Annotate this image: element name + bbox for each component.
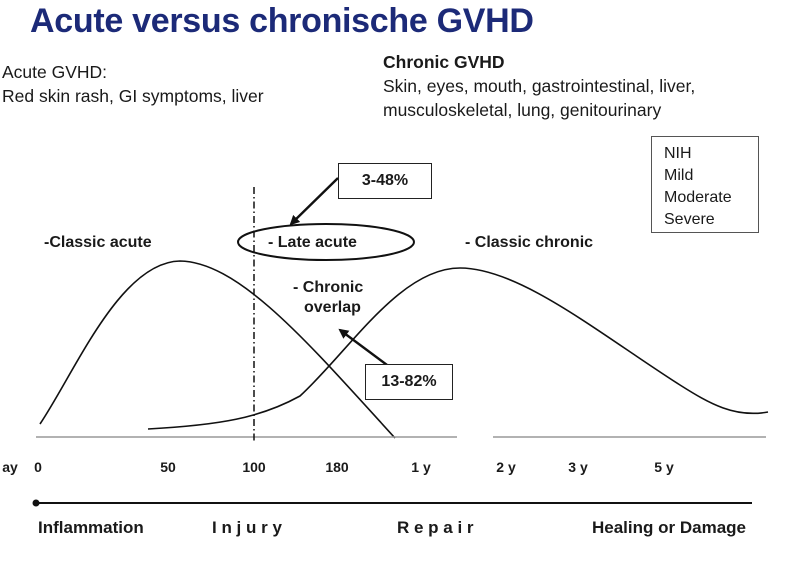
phase-axis-start-dot (32, 499, 40, 507)
classic-chronic-label: - Classic chronic (465, 234, 594, 251)
timeline-tick: 3 y (568, 459, 588, 475)
nih-grading-item: Moderate (664, 189, 732, 206)
timeline-tick: 50 (160, 459, 176, 475)
timeline-tick: 0 (34, 459, 42, 475)
acute-gvhd-heading: Acute GVHD: (2, 62, 108, 82)
chronic-gvhd-organs-line1: Skin, eyes, mouth, gastrointestinal, liv… (383, 76, 696, 96)
chronic-overlap-percent-callout: 13-82% (365, 364, 453, 400)
chronic-overlap-label-line2: overlap (304, 299, 361, 316)
phase-repair: R e p a i r (397, 518, 474, 537)
chronic-gvhd-curve (147, 267, 769, 430)
timeline-tick: 180 (325, 459, 349, 475)
acute-gvhd-description: Acute GVHD: Red skin rash, GI symptoms, … (2, 60, 264, 108)
classic-acute-label: -Classic acute (44, 234, 152, 251)
timeline-tick: 1 y (411, 459, 431, 475)
chronic-gvhd-heading: Chronic GVHD (383, 52, 505, 72)
phase-healing-or-damage: Healing or Damage (592, 518, 746, 537)
acute-gvhd-symptoms: Red skin rash, GI symptoms, liver (2, 86, 264, 106)
acute-gvhd-curve (39, 260, 396, 439)
nih-grading-box: NIH Mild Moderate Severe (651, 136, 759, 233)
nih-grading-item: Mild (664, 167, 694, 184)
page-title: Acute versus chronische GVHD (30, 2, 534, 40)
chronic-gvhd-description: Chronic GVHD Skin, eyes, mouth, gastroin… (383, 50, 695, 122)
timeline-tick: 100 (242, 459, 266, 475)
nih-grading-item: NIH (664, 145, 692, 162)
late-acute-label: - Late acute (268, 234, 357, 251)
chronic-overlap-arrow (338, 328, 388, 366)
timeline-tick: 2 y (496, 459, 516, 475)
phase-injury: I n j u r y (212, 518, 282, 537)
late-acute-arrow (289, 177, 339, 226)
phase-inflammation: Inflammation (38, 518, 144, 537)
chronic-gvhd-organs-line2: musculoskeletal, lung, genitourinary (383, 100, 662, 120)
nih-grading-item: Severe (664, 211, 715, 228)
timeline-axis-prefix: ay (2, 459, 18, 475)
late-acute-percent-callout: 3-48% (338, 163, 432, 199)
timeline-tick: 5 y (654, 459, 674, 475)
late-acute-ellipse (237, 223, 415, 261)
chronic-overlap-label-line1: - Chronic (293, 279, 364, 296)
